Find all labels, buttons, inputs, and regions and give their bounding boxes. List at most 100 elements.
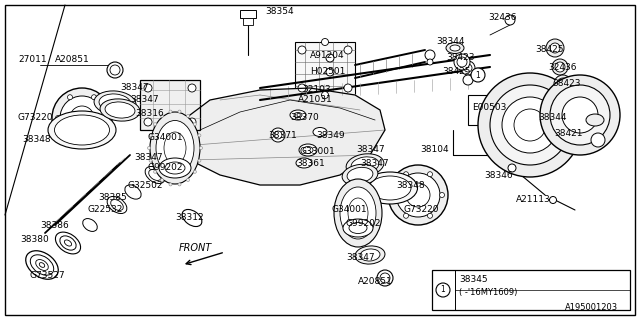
Ellipse shape	[296, 158, 312, 168]
Ellipse shape	[340, 187, 376, 239]
Text: 38386: 38386	[40, 220, 68, 229]
Circle shape	[186, 115, 189, 117]
Ellipse shape	[145, 166, 165, 184]
Circle shape	[591, 133, 605, 147]
Circle shape	[149, 134, 152, 137]
Circle shape	[56, 116, 61, 121]
Text: 38421: 38421	[554, 129, 582, 138]
Ellipse shape	[56, 232, 81, 254]
Ellipse shape	[83, 219, 97, 231]
Ellipse shape	[355, 246, 385, 264]
Circle shape	[110, 65, 120, 75]
Text: FRONT: FRONT	[179, 243, 212, 253]
Text: 32103: 32103	[302, 84, 331, 93]
Circle shape	[298, 84, 306, 92]
Circle shape	[490, 85, 570, 165]
Circle shape	[457, 57, 467, 67]
Ellipse shape	[351, 157, 379, 173]
Circle shape	[193, 123, 196, 126]
Ellipse shape	[105, 102, 135, 118]
Circle shape	[198, 159, 201, 162]
Circle shape	[554, 75, 572, 93]
Circle shape	[463, 75, 473, 85]
Text: G73220: G73220	[18, 114, 54, 123]
Bar	[432, 270, 630, 310]
Circle shape	[326, 54, 334, 62]
Text: 1: 1	[440, 285, 445, 294]
Ellipse shape	[39, 263, 45, 268]
Ellipse shape	[334, 179, 382, 247]
Text: G73527: G73527	[30, 270, 66, 279]
Ellipse shape	[107, 196, 127, 213]
Polygon shape	[175, 88, 385, 185]
Circle shape	[461, 61, 475, 75]
Text: 38316: 38316	[135, 108, 164, 117]
Text: 38425: 38425	[535, 45, 563, 54]
Circle shape	[161, 115, 163, 117]
Text: A21113: A21113	[516, 196, 551, 204]
Circle shape	[377, 270, 393, 286]
Circle shape	[326, 68, 334, 76]
Ellipse shape	[313, 127, 327, 137]
Ellipse shape	[446, 43, 464, 53]
Text: 38344: 38344	[436, 37, 465, 46]
Ellipse shape	[303, 147, 313, 154]
Text: A195001203: A195001203	[565, 303, 618, 313]
Ellipse shape	[349, 222, 367, 234]
Text: 32436: 32436	[548, 62, 577, 71]
Text: 38347: 38347	[120, 84, 148, 92]
Circle shape	[380, 273, 390, 283]
Ellipse shape	[94, 91, 136, 115]
Text: 32436: 32436	[488, 13, 516, 22]
Bar	[468, 95, 518, 125]
Text: 38348: 38348	[22, 135, 51, 145]
Bar	[243, 18, 253, 25]
Circle shape	[505, 15, 515, 25]
Circle shape	[396, 173, 440, 217]
Text: 38361: 38361	[296, 158, 324, 167]
Ellipse shape	[111, 200, 124, 211]
Circle shape	[188, 84, 196, 92]
Circle shape	[178, 183, 181, 186]
Circle shape	[92, 136, 97, 141]
Circle shape	[67, 136, 72, 141]
Text: 38344: 38344	[538, 114, 566, 123]
Circle shape	[440, 193, 445, 197]
Ellipse shape	[342, 164, 378, 186]
Ellipse shape	[26, 251, 58, 279]
Circle shape	[540, 75, 620, 155]
Bar	[140, 80, 200, 130]
Text: 38354: 38354	[265, 7, 294, 17]
Text: H02501: H02501	[310, 68, 346, 76]
Text: 38345: 38345	[459, 276, 488, 284]
Text: G99202: G99202	[346, 219, 381, 228]
Circle shape	[271, 128, 285, 142]
Circle shape	[104, 116, 109, 121]
Ellipse shape	[346, 154, 384, 176]
Ellipse shape	[125, 185, 141, 199]
Text: ( -'16MY1609): ( -'16MY1609)	[459, 287, 517, 297]
Ellipse shape	[182, 210, 202, 227]
Circle shape	[169, 183, 172, 186]
Circle shape	[514, 109, 546, 141]
Circle shape	[427, 59, 433, 65]
Circle shape	[186, 179, 189, 181]
Ellipse shape	[290, 110, 306, 120]
Ellipse shape	[65, 240, 72, 246]
Ellipse shape	[586, 114, 604, 126]
Circle shape	[60, 96, 104, 140]
Ellipse shape	[100, 99, 140, 121]
Circle shape	[321, 92, 328, 99]
Circle shape	[344, 84, 352, 92]
Text: 38104: 38104	[420, 146, 449, 155]
Text: 27011: 27011	[18, 55, 47, 65]
Ellipse shape	[165, 162, 185, 174]
Text: 1: 1	[476, 70, 481, 79]
Ellipse shape	[299, 144, 317, 156]
Circle shape	[550, 85, 610, 145]
Circle shape	[425, 50, 435, 60]
Circle shape	[200, 147, 202, 149]
Text: 38370: 38370	[290, 113, 319, 122]
Text: A20851: A20851	[55, 55, 90, 65]
Ellipse shape	[360, 249, 380, 261]
